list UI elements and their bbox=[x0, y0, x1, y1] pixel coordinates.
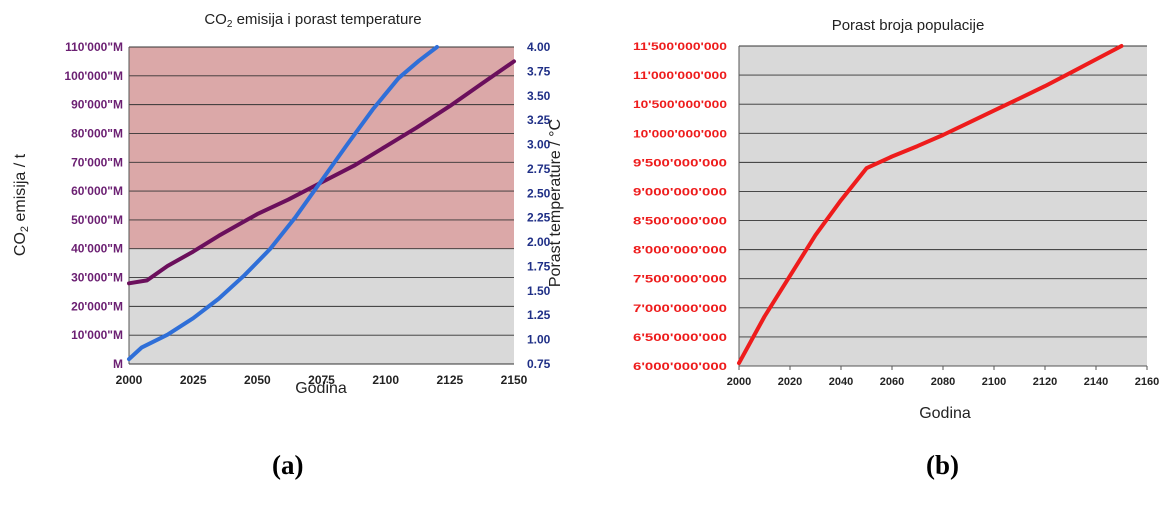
y-tick-label: 50'000"M bbox=[71, 213, 123, 227]
y-tick-label: 100'000"M bbox=[64, 69, 123, 83]
y2-tick-label: 2.25 bbox=[527, 211, 551, 225]
y-tick-label: 40'000"M bbox=[71, 242, 123, 256]
x-tick-label: 2140 bbox=[1084, 376, 1108, 388]
series-lines bbox=[737, 44, 1124, 366]
y2-tick-label: 2.75 bbox=[527, 162, 551, 176]
y-tick-label: 10'000"M bbox=[71, 328, 123, 342]
x-tick-label: 2125 bbox=[436, 373, 463, 387]
x-tick-label: 2025 bbox=[180, 373, 207, 387]
series-line bbox=[737, 44, 1124, 366]
x-tick-label: 2040 bbox=[829, 376, 853, 388]
x-tick-label: 2000 bbox=[116, 373, 143, 387]
y-tick-label: 10'500'000'000 bbox=[633, 99, 727, 111]
y2-tick-label: 1.00 bbox=[527, 333, 551, 347]
chart-co2-temperature: M 10'000"M 20'000"M 30'000"M 40'000"M 50'000"… bbox=[12, 11, 564, 397]
y2-tick-label: 1.75 bbox=[527, 259, 551, 273]
y-tick-label: 7'500'000'000 bbox=[633, 274, 727, 286]
tick-labels: 6'000'000'000 6'500'000'000 7'000'000'000 7… bbox=[633, 41, 1159, 388]
caption-b: (b) bbox=[926, 450, 959, 480]
y-tick-label: 60'000"M bbox=[71, 184, 123, 198]
y-tick-label: 10'000'000'000 bbox=[633, 128, 727, 140]
x-tick-label: 2060 bbox=[880, 376, 904, 388]
series-lines bbox=[127, 45, 516, 362]
y2-tick-label: 0.75 bbox=[527, 357, 551, 371]
y2-tick-label: 1.50 bbox=[527, 284, 551, 298]
y-tick-label: M bbox=[113, 357, 123, 371]
x-tick-label: 2020 bbox=[778, 376, 802, 388]
x-tick-label: 2100 bbox=[372, 373, 399, 387]
y-tick-label: 9'500'000'000 bbox=[633, 157, 727, 169]
tick-labels: M 10'000"M 20'000"M 30'000"M 40'000"M 50'000"… bbox=[64, 40, 550, 387]
x-tick-label: 2100 bbox=[982, 376, 1006, 388]
y2-tick-label: 3.50 bbox=[527, 89, 551, 103]
x-tick-label: 2120 bbox=[1033, 376, 1057, 388]
caption-a: (a) bbox=[272, 450, 304, 480]
y-tick-label: 70'000"M bbox=[71, 155, 123, 169]
y-tick-label: 9'000'000'000 bbox=[633, 186, 727, 198]
shaded-region bbox=[129, 47, 514, 249]
y2-tick-label: 3.25 bbox=[527, 113, 551, 127]
y-axis-label: CO2 emisija / t bbox=[12, 153, 31, 256]
series-line bbox=[127, 45, 439, 362]
x-tick-label: 2150 bbox=[501, 373, 528, 387]
x-tick-label: 2050 bbox=[244, 373, 271, 387]
y2-tick-label: 3.75 bbox=[527, 64, 551, 78]
y-tick-label: 6'000'000'000 bbox=[633, 361, 727, 373]
y2-tick-label: 2.50 bbox=[527, 186, 551, 200]
x-tick-label: 2080 bbox=[931, 376, 955, 388]
y2-tick-label: 4.00 bbox=[527, 40, 551, 54]
y2-tick-label: 3.00 bbox=[527, 138, 551, 152]
y-tick-label: 90'000"M bbox=[71, 98, 123, 112]
y-tick-label: 20'000"M bbox=[71, 299, 123, 313]
plot-background bbox=[739, 46, 1147, 366]
chart-title: Porast broja populacije bbox=[832, 17, 985, 34]
y-tick-label: 8'500'000'000 bbox=[633, 216, 727, 228]
y-tick-label: 110'000"M bbox=[65, 40, 123, 54]
y-tick-label: 7'000'000'000 bbox=[633, 303, 727, 315]
y2-tick-label: 1.25 bbox=[527, 308, 551, 322]
chart-title: CO2 emisija i porast temperature bbox=[204, 11, 421, 30]
y-tick-label: 11'000'000'000 bbox=[633, 70, 727, 82]
x-tick-label: 2000 bbox=[727, 376, 751, 388]
y-tick-label: 8'000'000'000 bbox=[633, 245, 727, 257]
x-axis-label: Godina bbox=[919, 405, 971, 422]
y-tick-label: 30'000"M bbox=[71, 271, 123, 285]
gridlines bbox=[738, 45, 1147, 367]
y2-tick-label: 2.00 bbox=[527, 235, 551, 249]
y-tick-label: 11'500'000'000 bbox=[633, 41, 727, 53]
x-axis-label: Godina bbox=[295, 380, 347, 397]
y-tick-label: 80'000"M bbox=[71, 126, 123, 140]
x-tick-label: 2160 bbox=[1135, 376, 1159, 388]
x-tick-label: 2075 bbox=[308, 373, 335, 387]
series-line bbox=[127, 59, 516, 286]
y-tick-label: 6'500'000'000 bbox=[633, 332, 727, 344]
y2-axis-label: Porast temperature / °C bbox=[547, 119, 564, 287]
chart-population: 6'000'000'000 6'500'000'000 7'000'000'000 7… bbox=[633, 17, 1159, 422]
